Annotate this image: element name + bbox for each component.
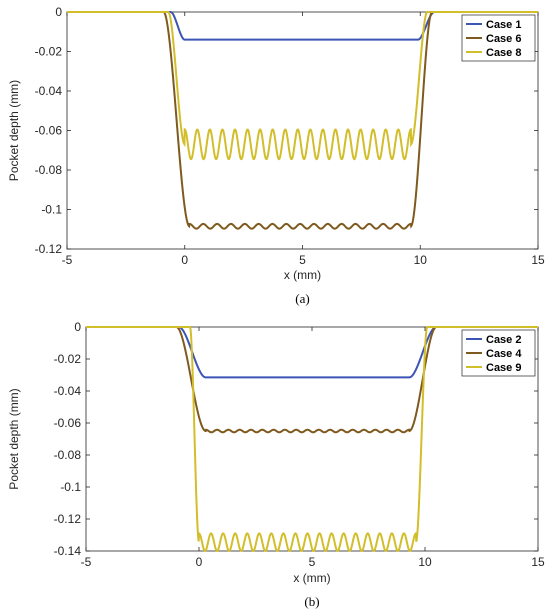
y-tick-label: -0.1 [41, 203, 62, 217]
x-tick-label: -5 [62, 253, 73, 267]
chart-panel-b: -5 0 5 10 15 0 -0.02 -0.04 -0.06 -0.08 -0.1 -0.12 -0… [7, 320, 545, 609]
y-tick-label: -0.04 [54, 384, 82, 398]
y-tick-label: -0.02 [54, 352, 82, 366]
x-tick-label: 0 [181, 253, 188, 267]
y-tick-label: -0.14 [54, 544, 82, 558]
y-tick-label: 0 [74, 320, 81, 334]
y-tick-label: -0.06 [35, 124, 63, 138]
y-tick-label: -0.04 [35, 84, 63, 98]
legend-entry: Case 8 [486, 47, 521, 59]
legend-entry: Case 6 [486, 33, 521, 45]
y-tick-label: -0.08 [54, 448, 82, 462]
y-tick-label: -0.08 [35, 163, 63, 177]
y-tick-label: -0.12 [54, 512, 82, 526]
x-axis-title: x (mm) [293, 571, 330, 585]
x-tick-label: 15 [531, 253, 545, 267]
panel-label: (a) [295, 291, 309, 306]
series-line-case-8 [67, 11, 538, 161]
x-axis-title: x (mm) [284, 268, 321, 282]
y-tick-label: -0.06 [54, 416, 82, 430]
legend-entry: Case 1 [486, 19, 521, 31]
panel-label: (b) [304, 594, 319, 609]
x-tick-label: 10 [414, 253, 428, 267]
x-tick-label: 15 [531, 555, 545, 569]
legend-entry: Case 9 [486, 362, 521, 374]
y-axis-title: Pocket depth (mm) [7, 80, 21, 181]
x-tick-label: 0 [196, 555, 203, 569]
y-tick-label: -0.12 [35, 242, 63, 256]
x-tick-label: 10 [418, 555, 432, 569]
legend-entry: Case 2 [486, 334, 521, 346]
x-tick-label: 5 [299, 253, 306, 267]
x-tick-label: 5 [309, 555, 316, 569]
series-line-case-9 [86, 326, 538, 553]
x-tick-label: -5 [81, 555, 92, 569]
legend-entry: Case 4 [486, 348, 522, 360]
y-tick-label: 0 [55, 5, 62, 19]
y-axis-title: Pocket depth (mm) [7, 388, 21, 489]
y-tick-label: -0.1 [60, 480, 81, 494]
y-tick-label: -0.02 [35, 45, 63, 59]
chart-panel-a: -5 0 5 10 15 0 -0.02 -0.04 -0.06 -0.08 -0.1 -0.12 Ca… [7, 5, 545, 306]
